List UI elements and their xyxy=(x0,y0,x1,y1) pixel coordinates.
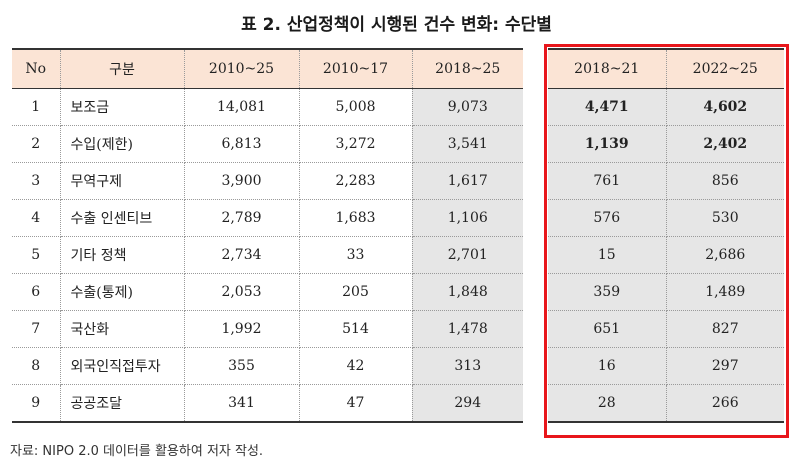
main-table: No 구분 2010~25 2010~17 2018~25 1 보조금 14,081… xyxy=(12,48,523,423)
row-category: 무역구제 xyxy=(60,162,185,200)
value-2010-25: 2,734 xyxy=(184,236,300,274)
row-number: 8 xyxy=(12,347,61,385)
value-2010-17: 3,272 xyxy=(299,125,413,163)
col-header-no: No xyxy=(12,48,61,89)
value-2018-21: 15 xyxy=(548,236,667,274)
table-row: 651 827 xyxy=(548,310,784,348)
value-2018-21: 761 xyxy=(548,162,667,200)
row-category: 기타 정책 xyxy=(60,236,185,274)
col-header-2018-25: 2018~25 xyxy=(412,48,523,89)
value-2010-17: 205 xyxy=(299,273,413,311)
value-2010-17: 514 xyxy=(299,310,413,348)
value-2022-25: 856 xyxy=(666,162,784,200)
row-number: 1 xyxy=(12,88,61,126)
table-row: 16 297 xyxy=(548,347,784,385)
value-2010-25: 1,992 xyxy=(184,310,300,348)
value-2022-25: 266 xyxy=(666,384,784,423)
value-2022-25: 2,402 xyxy=(666,125,784,163)
value-2018-21: 359 xyxy=(548,273,667,311)
value-2010-17: 1,683 xyxy=(299,199,413,237)
value-2010-25: 3,900 xyxy=(184,162,300,200)
row-number: 7 xyxy=(12,310,61,348)
value-2010-17: 42 xyxy=(299,347,413,385)
row-category: 수출(통제) xyxy=(60,273,185,311)
row-category: 수출 인센티브 xyxy=(60,199,185,237)
value-2018-25: 294 xyxy=(412,384,523,423)
table-row: 28 266 xyxy=(548,384,784,423)
table-row: 3 무역구제 3,900 2,283 1,617 xyxy=(12,162,523,200)
table-row: 1,139 2,402 xyxy=(548,125,784,163)
value-2018-25: 9,073 xyxy=(412,88,523,126)
value-2018-21: 576 xyxy=(548,199,667,237)
value-2022-25: 297 xyxy=(666,347,784,385)
table-row: 15 2,686 xyxy=(548,236,784,274)
value-2022-25: 1,489 xyxy=(666,273,784,311)
table-row: 359 1,489 xyxy=(548,273,784,311)
header-row: No 구분 2010~25 2010~17 2018~25 xyxy=(12,48,523,89)
table-row: 2 수입(제한) 6,813 3,272 3,541 xyxy=(12,125,523,163)
value-2010-25: 14,081 xyxy=(184,88,300,126)
value-2010-17: 33 xyxy=(299,236,413,274)
row-category: 공공조달 xyxy=(60,384,185,423)
value-2018-25: 313 xyxy=(412,347,523,385)
value-2010-25: 6,813 xyxy=(184,125,300,163)
row-category: 외국인직접투자 xyxy=(60,347,185,385)
value-2022-25: 2,686 xyxy=(666,236,784,274)
table-row: 9 공공조달 341 47 294 xyxy=(12,384,523,423)
header-row: 2018~21 2022~25 xyxy=(548,48,784,89)
row-category: 보조금 xyxy=(60,88,185,126)
row-number: 5 xyxy=(12,236,61,274)
table-row: 1 보조금 14,081 5,008 9,073 xyxy=(12,88,523,126)
table-title: 표 2. 산업정책이 시행된 건수 변화: 수단별 xyxy=(241,15,552,35)
source-note: 자료: NIPO 2.0 데이터를 활용하여 저자 작성. xyxy=(10,444,264,459)
table-row: 761 856 xyxy=(548,162,784,200)
col-header-category: 구분 xyxy=(60,48,185,89)
row-number: 9 xyxy=(12,384,61,423)
value-2010-25: 2,789 xyxy=(184,199,300,237)
highlight-table: 2018~21 2022~25 4,471 4,602 1,139 2,402 761 8… xyxy=(548,48,784,423)
value-2010-17: 47 xyxy=(299,384,413,423)
value-2018-21: 4,471 xyxy=(548,88,667,126)
value-2018-21: 16 xyxy=(548,347,667,385)
row-number: 6 xyxy=(12,273,61,311)
row-number: 2 xyxy=(12,125,61,163)
col-header-2010-25: 2010~25 xyxy=(184,48,300,89)
value-2022-25: 827 xyxy=(666,310,784,348)
col-header-2022-25: 2022~25 xyxy=(666,48,784,89)
value-2018-25: 2,701 xyxy=(412,236,523,274)
row-number: 4 xyxy=(12,199,61,237)
value-2018-25: 3,541 xyxy=(412,125,523,163)
col-header-2010-17: 2010~17 xyxy=(299,48,413,89)
value-2018-21: 651 xyxy=(548,310,667,348)
value-2018-25: 1,617 xyxy=(412,162,523,200)
value-2010-25: 2,053 xyxy=(184,273,300,311)
table-row: 7 국산화 1,992 514 1,478 xyxy=(12,310,523,348)
value-2018-21: 1,139 xyxy=(548,125,667,163)
col-header-2018-21: 2018~21 xyxy=(548,48,667,89)
value-2018-25: 1,478 xyxy=(412,310,523,348)
row-category: 국산화 xyxy=(60,310,185,348)
table-row: 4 수출 인센티브 2,789 1,683 1,106 xyxy=(12,199,523,237)
row-category: 수입(제한) xyxy=(60,125,185,163)
table-row: 4,471 4,602 xyxy=(548,88,784,126)
value-2010-17: 5,008 xyxy=(299,88,413,126)
value-2018-25: 1,106 xyxy=(412,199,523,237)
table-row: 576 530 xyxy=(548,199,784,237)
value-2022-25: 4,602 xyxy=(666,88,784,126)
value-2018-21: 28 xyxy=(548,384,667,423)
value-2010-25: 355 xyxy=(184,347,300,385)
table-row: 8 외국인직접투자 355 42 313 xyxy=(12,347,523,385)
value-2010-25: 341 xyxy=(184,384,300,423)
value-2010-17: 2,283 xyxy=(299,162,413,200)
table-row: 6 수출(통제) 2,053 205 1,848 xyxy=(12,273,523,311)
row-number: 3 xyxy=(12,162,61,200)
table-row: 5 기타 정책 2,734 33 2,701 xyxy=(12,236,523,274)
value-2018-25: 1,848 xyxy=(412,273,523,311)
value-2022-25: 530 xyxy=(666,199,784,237)
